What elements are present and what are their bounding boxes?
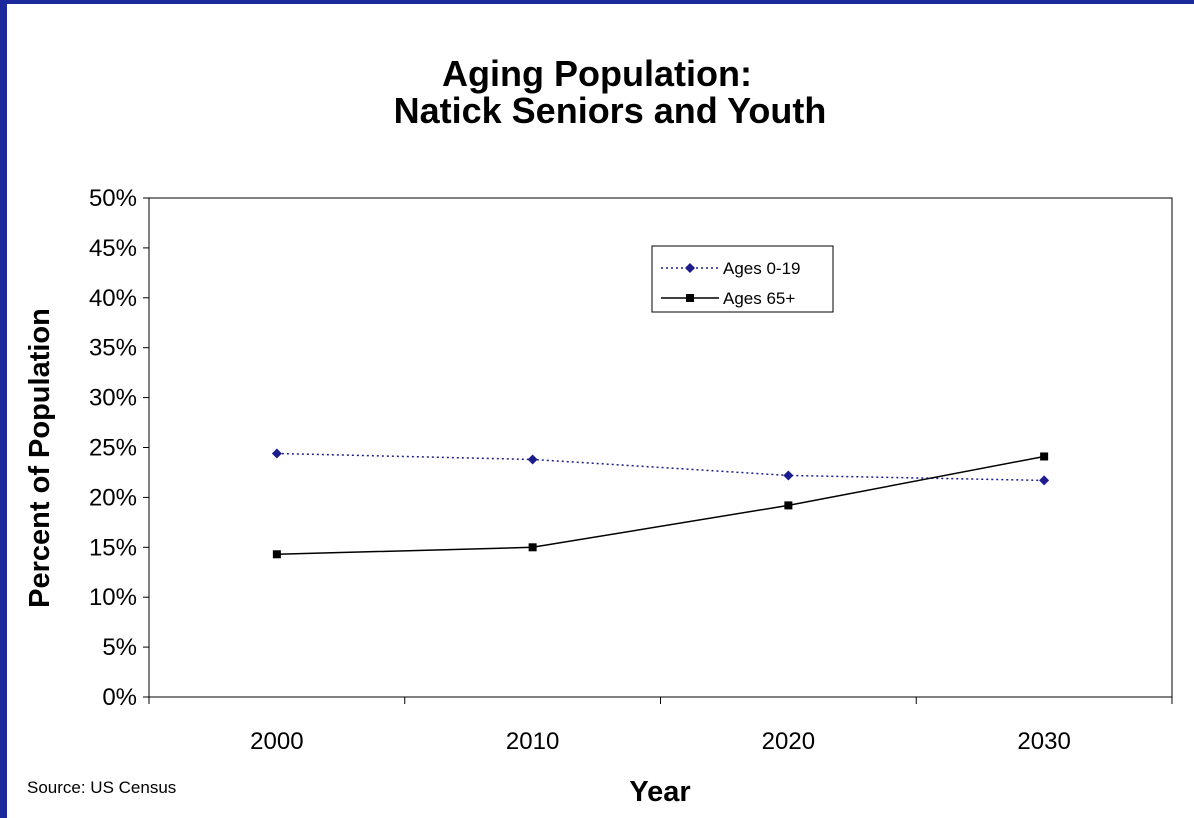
- x-tick-label: 2020: [762, 728, 815, 755]
- y-tick-label: 40%: [89, 285, 137, 312]
- legend: Ages 0-19 Ages 65+: [651, 245, 834, 313]
- data-point: [528, 543, 537, 552]
- x-axis-title: Year: [629, 776, 690, 808]
- series-layer: [271, 448, 1050, 559]
- y-tick-label: 30%: [89, 385, 137, 412]
- y-tick-label: 25%: [89, 435, 137, 462]
- x-axis: 2000 2010 2020 2030: [148, 697, 1173, 755]
- series-ages-0-19: [271, 448, 1050, 486]
- chart-subtitle: Natick Seniors and Youth: [394, 90, 827, 131]
- x-tick-label: 2010: [506, 728, 559, 755]
- legend-marker: [685, 263, 695, 273]
- series-line: [276, 455, 1045, 556]
- x-tick-label: 2030: [1017, 728, 1070, 755]
- y-tick-label: 5%: [102, 634, 137, 661]
- y-tick-label: 20%: [89, 484, 137, 511]
- data-point: [783, 470, 794, 481]
- legend-label: Ages 65+: [723, 289, 795, 308]
- legend-box: [651, 245, 834, 313]
- data-point: [1039, 475, 1050, 486]
- y-tick-label: 0%: [102, 684, 137, 711]
- data-point: [1040, 452, 1049, 461]
- left-border: [0, 0, 7, 818]
- source-note: Source: US Census: [27, 778, 176, 797]
- y-tick-label: 15%: [89, 534, 137, 561]
- y-axis: 0% 5% 10% 15% 20% 25% 30% 35% 40% 45% 50%: [89, 185, 149, 711]
- legend-label: Ages 0-19: [723, 259, 801, 278]
- series-ages-65: [272, 452, 1049, 559]
- legend-marker: [686, 294, 694, 302]
- top-border: [0, 0, 1194, 4]
- chart-title: Aging Population:: [442, 53, 752, 94]
- y-tick-label: 10%: [89, 584, 137, 611]
- y-tick-label: 50%: [89, 185, 137, 212]
- y-tick-label: 35%: [89, 335, 137, 362]
- x-tick-label: 2000: [250, 728, 303, 755]
- data-point: [271, 448, 282, 459]
- data-point: [527, 454, 538, 465]
- data-point: [784, 501, 793, 510]
- y-tick-label: 45%: [89, 235, 137, 262]
- data-point: [272, 550, 281, 559]
- y-axis-title: Percent of Population: [24, 308, 56, 608]
